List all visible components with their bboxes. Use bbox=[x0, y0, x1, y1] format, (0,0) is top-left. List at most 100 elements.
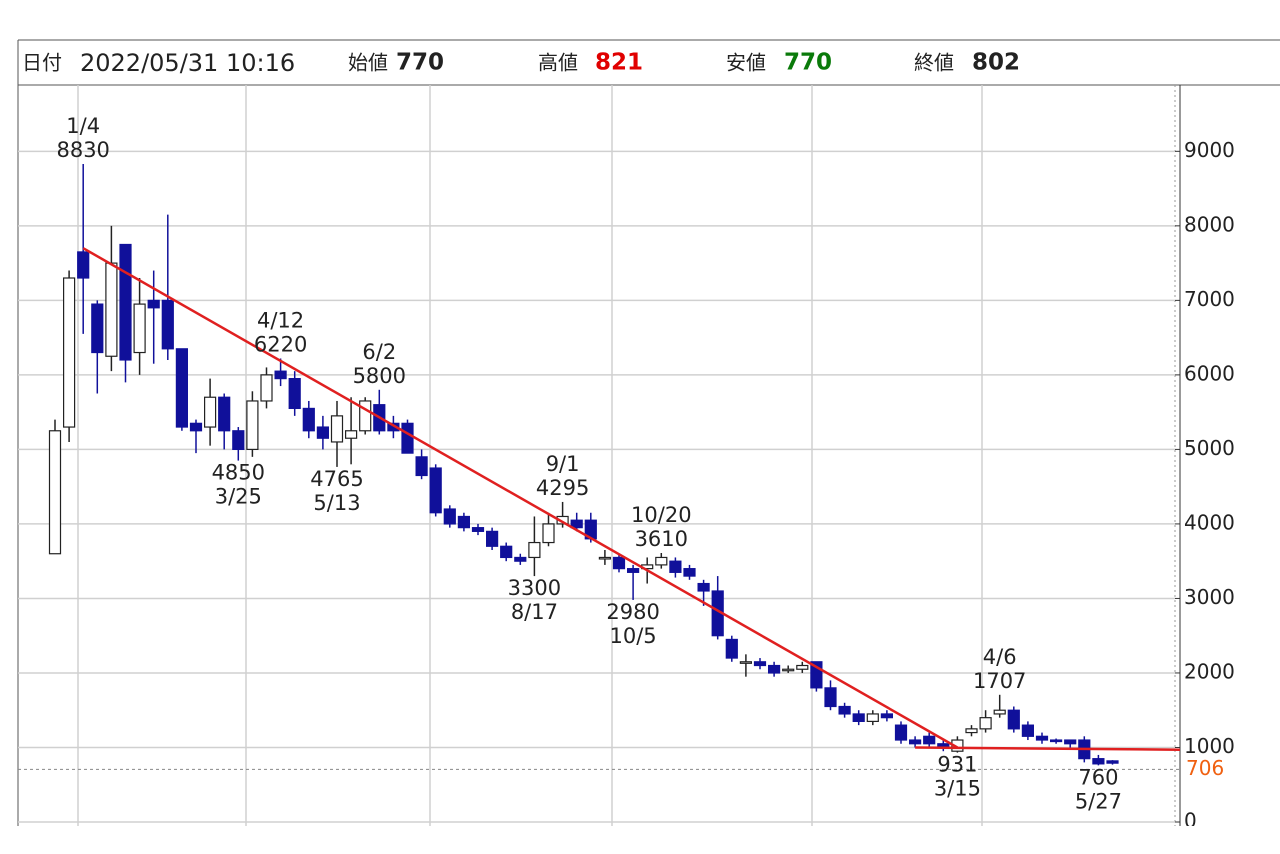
candle-body bbox=[175, 348, 188, 428]
y-tick-label: 3000 bbox=[1184, 585, 1235, 609]
candle-body bbox=[91, 303, 104, 354]
candle-body bbox=[894, 724, 908, 741]
candle-body bbox=[246, 400, 259, 451]
annotation-date: 6/2 bbox=[362, 340, 396, 364]
annotation-date: 10/20 bbox=[631, 503, 692, 527]
header-label: 安値 bbox=[726, 51, 766, 75]
candle-body bbox=[683, 568, 696, 577]
candle-body bbox=[274, 370, 287, 380]
candle-body bbox=[429, 467, 442, 514]
annotation-date: 4/12 bbox=[257, 308, 304, 332]
candle-body bbox=[401, 422, 414, 454]
candle-body bbox=[330, 415, 344, 443]
candle-body bbox=[824, 687, 837, 708]
candle-body bbox=[62, 277, 76, 428]
candle-body bbox=[979, 717, 992, 730]
y-tick-label: 9000 bbox=[1184, 138, 1235, 162]
candle-body bbox=[542, 523, 555, 544]
candle-body bbox=[119, 243, 132, 361]
header-value: 770 bbox=[396, 50, 444, 76]
candle-body bbox=[471, 527, 485, 532]
candle-body bbox=[993, 709, 1006, 715]
annotation-date: 3/25 bbox=[215, 485, 262, 509]
header-label: 終値 bbox=[914, 51, 954, 75]
annotation-date: 5/27 bbox=[1075, 789, 1122, 813]
header-label: 高値 bbox=[538, 51, 578, 75]
candle-body bbox=[1092, 758, 1105, 765]
candle-body bbox=[415, 456, 428, 477]
candle-body bbox=[189, 422, 203, 432]
header-label: 始値 bbox=[348, 51, 388, 75]
annotation-date: 3/15 bbox=[934, 777, 981, 801]
candle-body bbox=[302, 407, 315, 432]
candle-body bbox=[1049, 739, 1063, 743]
y-tick-label: 6000 bbox=[1184, 361, 1235, 385]
annotation-value: 1707 bbox=[973, 669, 1026, 693]
candle-body bbox=[1021, 724, 1035, 737]
candle-body bbox=[1064, 739, 1077, 745]
candle-body bbox=[810, 661, 823, 689]
candle-body bbox=[880, 713, 894, 719]
header-value: 770 bbox=[784, 50, 832, 76]
annotation-date: 9/1 bbox=[546, 452, 580, 476]
candle-body bbox=[48, 430, 62, 555]
annotation-value: 2980 bbox=[606, 600, 659, 624]
candle-body bbox=[965, 728, 978, 734]
candle-body bbox=[852, 713, 865, 722]
candle-body bbox=[486, 530, 499, 547]
annotation-value: 3610 bbox=[635, 527, 688, 551]
annotation-value: 4765 bbox=[310, 467, 363, 491]
candle-body bbox=[288, 378, 301, 410]
header-datetime: 2022/05/31 10:16 bbox=[80, 49, 295, 77]
header-value: 821 bbox=[595, 50, 643, 76]
candle-body bbox=[1106, 760, 1119, 764]
annotation-value: 8830 bbox=[56, 138, 109, 162]
candle-body bbox=[626, 568, 640, 573]
candle-body bbox=[739, 661, 753, 664]
candle-body bbox=[796, 664, 809, 670]
annotation-date: 8/17 bbox=[511, 600, 558, 624]
trend-line bbox=[82, 247, 959, 749]
candle-body bbox=[655, 556, 668, 566]
current-price-label: 706 bbox=[1186, 756, 1224, 780]
candle-body bbox=[514, 556, 527, 562]
candle-body bbox=[753, 661, 767, 667]
candle-body bbox=[77, 251, 90, 279]
candle-body bbox=[923, 735, 936, 745]
candle-body bbox=[1007, 709, 1020, 730]
y-tick-label: 1000 bbox=[1184, 734, 1235, 758]
candle-body bbox=[260, 374, 273, 402]
annotation-date: 4/6 bbox=[983, 645, 1017, 669]
y-tick-label: 7000 bbox=[1184, 287, 1235, 311]
y-tick-label: 4000 bbox=[1184, 510, 1235, 534]
annotation-value: 4295 bbox=[536, 476, 589, 500]
candle-body bbox=[782, 668, 795, 672]
candle-body bbox=[359, 400, 372, 432]
candle-body bbox=[232, 430, 245, 451]
candle-body bbox=[908, 739, 922, 745]
candle-body bbox=[612, 556, 626, 570]
y-tick-label: 0 bbox=[1184, 809, 1197, 827]
x-grid bbox=[77, 85, 983, 826]
header-label: 日付 bbox=[22, 51, 62, 75]
candle-body bbox=[570, 519, 583, 529]
candle-body bbox=[528, 541, 541, 559]
candle-body bbox=[697, 582, 710, 592]
annotation-date: 1/4 bbox=[66, 114, 100, 138]
candle-body bbox=[457, 515, 470, 529]
annotation-value: 760 bbox=[1078, 765, 1118, 789]
header-value: 802 bbox=[972, 50, 1020, 76]
annotation-value: 6220 bbox=[254, 332, 307, 356]
y-tick-label: 2000 bbox=[1184, 659, 1235, 683]
candle-body bbox=[133, 303, 146, 354]
candle-body bbox=[105, 262, 118, 357]
candle-body bbox=[387, 422, 400, 432]
candle-body bbox=[316, 426, 329, 439]
candle-body bbox=[161, 299, 174, 350]
annotation-value: 4850 bbox=[212, 461, 265, 485]
candle-body bbox=[443, 508, 456, 525]
candle-body bbox=[866, 713, 879, 722]
candle-body bbox=[147, 299, 160, 309]
annotation-date: 10/5 bbox=[610, 624, 657, 648]
candle-body bbox=[669, 560, 682, 573]
